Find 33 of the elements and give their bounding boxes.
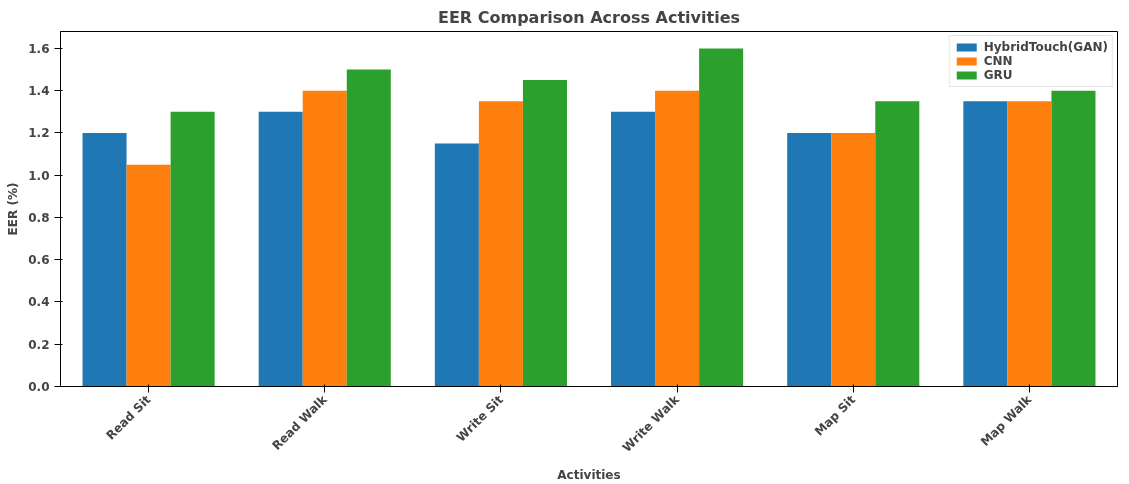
bar: [346, 69, 391, 387]
bar: [126, 164, 171, 387]
y-axis-title: EER (%): [6, 182, 21, 236]
bar: [478, 101, 523, 387]
bar: [258, 111, 303, 387]
bar: [875, 101, 920, 387]
bar: [1007, 101, 1052, 387]
chart-title: EER Comparison Across Activities: [437, 7, 741, 27]
bar: [522, 80, 567, 387]
y-tick-label: 0.6: [28, 253, 50, 268]
y-tick-label: 0.4: [28, 295, 50, 310]
y-tick-label: 1.2: [28, 126, 50, 141]
bar: [302, 90, 347, 387]
bar: [611, 111, 656, 387]
y-tick-label: 1.4: [28, 84, 50, 99]
bar: [963, 101, 1008, 387]
bar: [655, 90, 700, 387]
bar: [434, 143, 479, 387]
bar: [1051, 90, 1096, 387]
legend-label: HybridTouch(GAN): [983, 40, 1108, 54]
bar: [831, 132, 876, 387]
y-tick-label: 1.0: [28, 168, 50, 183]
bar: [170, 111, 215, 387]
bar: [82, 132, 127, 387]
y-tick-label: 1.6: [28, 41, 50, 56]
bar: [699, 48, 744, 387]
legend-label: CNN: [983, 54, 1013, 68]
bar: [787, 132, 832, 387]
x-axis-title: Activities: [557, 467, 621, 482]
y-tick-label: 0.2: [28, 337, 50, 352]
y-tick-label: 0.0: [28, 380, 50, 394]
y-tick-label: 0.8: [28, 210, 50, 225]
legend-label: GRU: [983, 68, 1013, 82]
